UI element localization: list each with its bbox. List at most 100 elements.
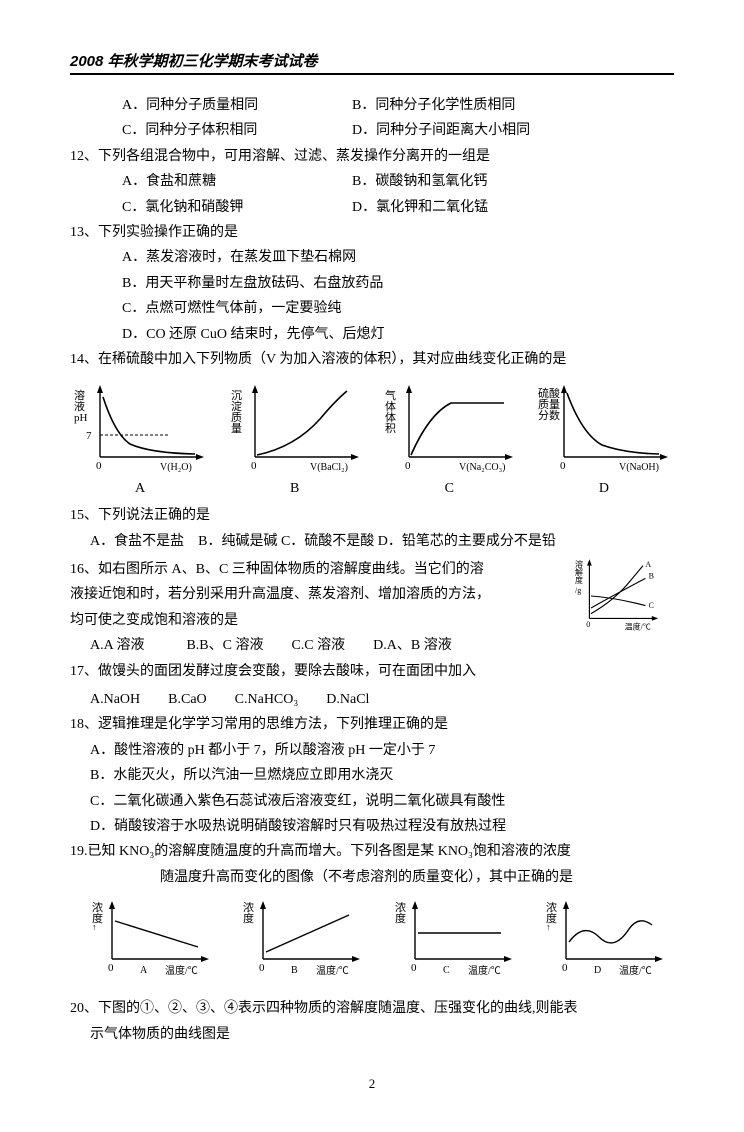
svg-text:硫酸: 硫酸 xyxy=(538,386,560,400)
svg-text:A: A xyxy=(140,965,148,976)
q11-row1: A．同种分子质量相同 B．同种分子化学性质相同 xyxy=(70,95,674,117)
svg-text:液: 液 xyxy=(74,399,85,413)
svg-text:量: 量 xyxy=(231,422,242,435)
q14-labelD: D xyxy=(534,481,674,497)
svg-text:分数: 分数 xyxy=(538,409,560,422)
svg-text:pH: pH xyxy=(74,412,88,424)
q13-optB: B．用天平称量时左盘放砝码、右盘放药品 xyxy=(70,273,674,295)
svg-text:温度/℃: 温度/℃ xyxy=(619,964,652,977)
q12-row2: C．氯化钠和硝酸钾 D．氯化钾和二氧化锰 xyxy=(70,197,674,219)
svg-text:温度/℃: 温度/℃ xyxy=(468,964,501,977)
q12-row1: A．食盐和蔗糖 B．碳酸钠和氢氧化钙 xyxy=(70,171,674,193)
svg-text:体: 体 xyxy=(385,410,396,424)
q18-stem: 18、逻辑推理是化学学习常用的思维方法，下列推理正确的是 xyxy=(70,714,674,736)
q13-optC: C．点燃可燃性气体前，一定要验纯 xyxy=(70,298,674,320)
svg-text:体: 体 xyxy=(385,399,396,413)
svg-text:V(NaOH): V(NaOH) xyxy=(619,462,659,473)
q19-line1: 19.已知 KNO₃的溶解度随温度的升高而增大。下列各图是某 KNO₃饱和溶液的… xyxy=(70,841,674,863)
q14-graphB: 沉 淀 质 量 0 V(BaCl₂) xyxy=(225,379,365,474)
q14-labelA: A xyxy=(70,481,210,497)
svg-text:溶: 溶 xyxy=(74,388,85,402)
svg-text:A: A xyxy=(645,560,651,569)
q13-optD: D．CO 还原 CuO 结束时，先停气、后熄灯 xyxy=(70,324,674,346)
svg-text:0: 0 xyxy=(108,962,114,974)
q11-optC: C．同种分子体积相同 xyxy=(122,120,352,142)
svg-text:↑: ↑ xyxy=(546,922,551,932)
q16-line2: 液接近饱和时，若分别采用升高温度、蒸发溶剂、增加溶质的方法， xyxy=(70,584,564,606)
q14-graphA: 溶 液 pH 7 0 V(H₂O) xyxy=(70,379,210,474)
q14-graphC: 气 体 体 积 0 V(Na₂CO₃) xyxy=(379,379,519,474)
q16-line3: 均可使之变成饱和溶液的是 xyxy=(70,610,564,632)
page-number: 2 xyxy=(70,1076,674,1092)
svg-text:V(BaCl₂): V(BaCl₂) xyxy=(310,462,348,473)
svg-text:0: 0 xyxy=(259,962,265,974)
q19-graphD: 浓 度 ↑ 0 D 温度/℃ xyxy=(544,897,674,982)
q14-labelB: B xyxy=(225,481,365,497)
q15-opts: A．食盐不是盐 B．纯碱是碱 C．硫酸不是酸 D．铅笔芯的主要成分不是铅 xyxy=(70,531,674,553)
q14-graphs: 溶 液 pH 7 0 V(H₂O) A 沉 淀 质 量 xyxy=(70,379,674,497)
svg-text:0: 0 xyxy=(562,962,568,974)
q12-optD: D．氯化钾和二氧化锰 xyxy=(352,197,674,219)
q14-graphD: 硫酸 质量 分数 0 V(NaOH) xyxy=(534,379,674,474)
svg-text:0: 0 xyxy=(251,460,257,472)
q11-optB: B．同种分子化学性质相同 xyxy=(352,95,674,117)
svg-text:/g: /g xyxy=(575,586,581,595)
svg-text:V(H₂O): V(H₂O) xyxy=(160,462,192,473)
q16-graph: 溶 解 度 /g A B C 0 温度/℃ xyxy=(564,556,674,636)
q14-stem: 14、在稀硫酸中加入下列物质（V 为加入溶液的体积），其对应曲线变化正确的是 xyxy=(70,349,674,371)
q12-optB: B．碳酸钠和氢氧化钙 xyxy=(352,171,674,193)
q13-optA: A．蒸发溶液时，在蒸发皿下垫石棉网 xyxy=(70,247,674,269)
svg-text:0: 0 xyxy=(411,962,417,974)
svg-text:↑: ↑ xyxy=(92,922,97,932)
q20-line1: 20、下图的①、②、③、④表示四种物质的溶解度随温度、压强变化的曲线,则能表 xyxy=(70,998,674,1020)
q12-stem: 12、下列各组混合物中，可用溶解、过滤、蒸发操作分离开的一组是 xyxy=(70,146,674,168)
q12-optC: C．氯化钠和硝酸钾 xyxy=(122,197,352,219)
svg-text:气: 气 xyxy=(385,388,396,402)
svg-text:D: D xyxy=(594,965,601,976)
q11-optD: D．同种分子间距离大小相同 xyxy=(352,120,674,142)
q18-optD: D．硝酸铵溶于水吸热说明硝酸铵溶解时只有吸热过程没有放热过程 xyxy=(70,816,674,838)
q18-optC: C．二氧化碳通入紫色石蕊试液后溶液变红，说明二氧化碳具有酸性 xyxy=(70,791,674,813)
svg-text:7: 7 xyxy=(86,430,92,442)
q15-stem: 15、下列说法正确的是 xyxy=(70,505,674,527)
svg-text:B: B xyxy=(291,965,298,976)
svg-text:温度/℃: 温度/℃ xyxy=(165,964,198,977)
q17-stem: 17、做馒头的面团发酵过度会变酸，要除去酸味，可在面团中加入 xyxy=(70,661,564,683)
q16-line1: 16、如右图所示 A、B、C 三种固体物质的溶解度曲线。当它们的溶 xyxy=(70,559,564,581)
svg-text:V(Na₂CO₃): V(Na₂CO₃) xyxy=(459,462,505,473)
svg-text:0: 0 xyxy=(560,460,566,472)
svg-text:积: 积 xyxy=(385,422,396,435)
q19-line2: 随温度升高而变化的图像（不考虑溶剂的质量变化），其中正确的是 xyxy=(70,867,674,889)
svg-text:淀: 淀 xyxy=(231,399,242,413)
q14-graphD-container: 硫酸 质量 分数 0 V(NaOH) D xyxy=(534,379,674,497)
svg-text:0: 0 xyxy=(96,460,102,472)
q17-opts: A.NaOH B.CaO C.NaHCO₃ D.NaCl xyxy=(70,689,674,711)
q19-graphB: 浓 度 0 B 温度/℃ xyxy=(241,897,371,982)
q14-graphC-container: 气 体 体 积 0 V(Na₂CO₃) C xyxy=(379,379,519,497)
svg-text:度: 度 xyxy=(243,911,254,925)
q19-graphC: 浓 度 0 C 温度/℃ xyxy=(393,897,523,982)
svg-text:C: C xyxy=(443,965,450,976)
header-rule xyxy=(70,73,674,75)
q20-line2: 示气体物质的曲线图是 xyxy=(70,1024,674,1046)
q19-graphs: 浓 度 ↑ 0 A 温度/℃ 浓 度 0 B 温度/℃ 浓 xyxy=(90,897,674,982)
svg-text:B: B xyxy=(649,571,654,580)
svg-text:0: 0 xyxy=(586,620,590,629)
q14-labelC: C xyxy=(379,481,519,497)
page-header-title: 2008 年秋学期初三化学期末考试试卷 xyxy=(70,50,674,71)
svg-text:度: 度 xyxy=(395,911,406,925)
q14-graphB-container: 沉 淀 质 量 0 V(BaCl₂) B xyxy=(225,379,365,497)
q16-opts: A.A 溶液 B.B、C 溶液 C.C 溶液 D.A、B 溶液 xyxy=(70,635,564,657)
svg-text:度: 度 xyxy=(575,575,583,585)
q14-graphA-container: 溶 液 pH 7 0 V(H₂O) A xyxy=(70,379,210,497)
q18-optA: A．酸性溶液的 pH 都小于 7，所以酸溶液 pH 一定小于 7 xyxy=(70,740,674,762)
q18-optB: B．水能灭火，所以汽油一旦燃烧应立即用水浇灭 xyxy=(70,765,674,787)
q19-graphA: 浓 度 ↑ 0 A 温度/℃ xyxy=(90,897,220,982)
q16-container: 16、如右图所示 A、B、C 三种固体物质的溶解度曲线。当它们的溶 液接近饱和时… xyxy=(70,556,674,686)
q11-optA: A．同种分子质量相同 xyxy=(122,95,352,117)
svg-text:温度/℃: 温度/℃ xyxy=(625,622,651,632)
q11-row2: C．同种分子体积相同 D．同种分子间距离大小相同 xyxy=(70,120,674,142)
svg-text:温度/℃: 温度/℃ xyxy=(316,964,349,977)
q13-stem: 13、下列实验操作正确的是 xyxy=(70,222,674,244)
svg-text:0: 0 xyxy=(405,460,411,472)
